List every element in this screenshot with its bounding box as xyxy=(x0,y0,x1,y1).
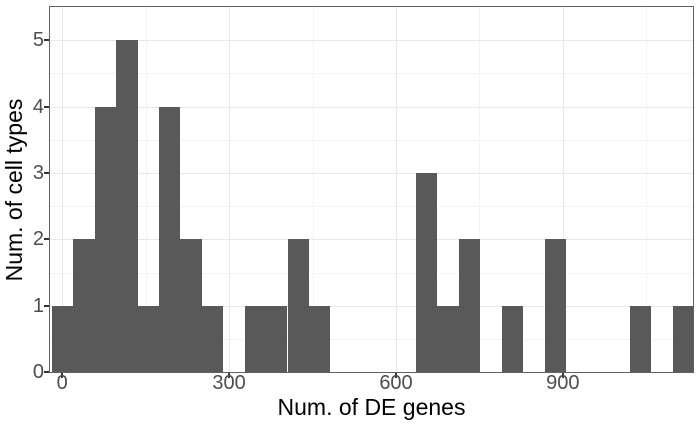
histogram-bar xyxy=(416,172,438,372)
y-tick-mark xyxy=(44,304,49,307)
y-tick-label: 5 xyxy=(32,29,44,52)
x-tick-mark xyxy=(395,373,397,378)
histogram-bar xyxy=(287,239,309,372)
histogram-bar xyxy=(630,305,652,372)
x-major-gridline xyxy=(396,7,397,372)
histogram-bar xyxy=(501,305,524,372)
x-major-gridline xyxy=(562,7,564,372)
histogram-bar xyxy=(308,305,331,372)
y-tick-label: 2 xyxy=(32,228,44,251)
x-tick-label: 600 xyxy=(379,372,413,394)
y-tick-label: 0 xyxy=(32,361,44,383)
y-minor-gridline xyxy=(50,338,693,340)
x-tick-label: 900 xyxy=(546,372,580,394)
x-minor-gridline xyxy=(145,7,147,372)
histogram-bar xyxy=(51,305,74,372)
y-major-gridline xyxy=(50,106,693,108)
y-major-gridline xyxy=(50,305,693,307)
y-minor-gridline xyxy=(50,206,693,208)
y-tick-mark xyxy=(44,238,49,241)
histogram-bar xyxy=(159,106,181,372)
x-minor-gridline xyxy=(479,7,481,372)
y-tick-label: 4 xyxy=(32,95,44,118)
histogram-bar xyxy=(137,305,159,372)
x-tick-label: 300 xyxy=(212,372,246,394)
x-major-gridline xyxy=(62,7,64,372)
y-major-gridline xyxy=(50,172,693,174)
histogram-bar xyxy=(544,239,566,372)
histogram-bar xyxy=(437,305,459,372)
y-tick-mark xyxy=(44,39,49,42)
x-minor-gridline xyxy=(312,7,314,372)
y-minor-gridline xyxy=(50,139,693,141)
y-tick-mark xyxy=(44,171,49,174)
histogram-bar xyxy=(266,305,288,372)
x-tick-mark xyxy=(61,373,64,378)
y-axis-title: Num. of cell types xyxy=(1,98,27,282)
histogram-bar xyxy=(180,239,202,372)
y-major-gridline xyxy=(50,239,693,241)
y-tick-mark xyxy=(44,371,49,373)
y-minor-gridline xyxy=(50,73,693,75)
x-axis-title: Num. of DE genes xyxy=(277,394,466,420)
histogram-bar xyxy=(673,305,693,372)
x-major-gridline xyxy=(229,7,231,372)
histogram-bar xyxy=(201,305,224,372)
y-minor-gridline xyxy=(50,272,693,274)
histogram-bar xyxy=(73,239,95,372)
x-minor-gridline xyxy=(646,7,648,372)
histogram-bar xyxy=(116,40,138,372)
histogram-bar xyxy=(94,106,117,372)
plot-panel xyxy=(49,6,694,373)
y-major-gridline xyxy=(50,40,693,42)
histogram-bar xyxy=(244,305,267,372)
x-tick-mark xyxy=(561,373,564,378)
histogram-bar xyxy=(458,239,481,372)
y-tick-label: 1 xyxy=(32,294,44,317)
y-tick-mark xyxy=(44,105,49,108)
y-tick-label: 3 xyxy=(32,161,44,184)
x-tick-label: 0 xyxy=(56,372,68,394)
x-tick-mark xyxy=(228,373,231,378)
